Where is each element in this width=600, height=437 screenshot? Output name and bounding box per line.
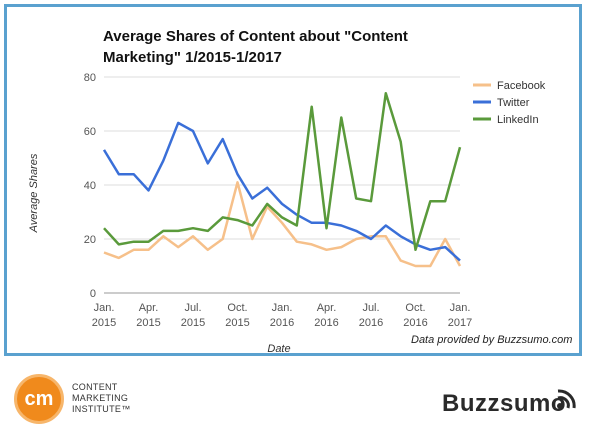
series-line-twitter (102, 121, 461, 262)
gridlines (104, 76, 460, 294)
chart-frame: Average Shares of Content about "Content… (4, 4, 582, 356)
series-lines (102, 91, 462, 268)
y-tick-label: 80 (84, 72, 96, 84)
y-tick-label: 40 (84, 180, 96, 192)
chart-title-line-1: Average Shares of Content about "Content (103, 28, 408, 45)
x-tick-year: 2015 (225, 317, 249, 329)
x-tick-month: Oct. (227, 302, 247, 314)
x-tick-month: Jul. (184, 302, 201, 314)
cmi-wordmark: CONTENT MARKETING INSTITUTE™ (72, 382, 131, 415)
signal-waves-icon (557, 389, 576, 409)
cmi-line-3: INSTITUTE™ (72, 404, 131, 414)
x-tick-month: Jan. (94, 302, 115, 314)
series-line-linkedin (103, 91, 462, 252)
x-tick-year: 2015 (136, 317, 160, 329)
cmi-monogram: cm (14, 374, 64, 424)
y-tick-label: 20 (84, 234, 96, 246)
x-tick-year: 2015 (181, 317, 205, 329)
x-tick-labels: Jan. 2015 Apr. 2015 Jul. 2015 Oct. 2015 Jan. 2016… (92, 302, 472, 329)
x-axis-title: Date (267, 343, 290, 353)
x-tick-year: 2016 (270, 317, 294, 329)
x-tick-year: 2016 (314, 317, 338, 329)
legend-label-linkedin: LinkedIn (497, 114, 539, 126)
x-tick-month: Jul. (362, 302, 379, 314)
cmi-logo: cm CONTENT MARKETING INSTITUTE™ (14, 374, 184, 426)
x-tick-month: Oct. (405, 302, 425, 314)
y-tick-label: 60 (84, 126, 96, 138)
credit-text: Data provided by Buzzsumo.com (411, 334, 572, 346)
legend-label-twitter: Twitter (497, 97, 530, 109)
x-tick-year: 2017 (448, 317, 472, 329)
footer: cm CONTENT MARKETING INSTITUTE™ Buzzsumo (0, 360, 600, 437)
legend-label-facebook: Facebook (497, 80, 546, 92)
x-tick-year: 2016 (359, 317, 383, 329)
cmi-line-1: CONTENT (72, 382, 118, 392)
cmi-line-2: MARKETING (72, 393, 129, 403)
chart-title-line-2: Marketing" 1/2015-1/2017 (103, 49, 282, 66)
buzzsumo-logo-text: Buzzsumo (442, 390, 566, 417)
x-tick-month: Jan. (272, 302, 293, 314)
x-tick-month: Apr. (317, 302, 337, 314)
y-tick-labels: 0 20 40 60 80 (84, 72, 96, 300)
line-chart: Average Shares of Content about "Content… (28, 28, 572, 353)
series-line-facebook (103, 181, 462, 268)
y-axis-title: Average Shares (28, 153, 40, 233)
y-tick-label: 0 (90, 288, 96, 300)
legend: Facebook Twitter LinkedIn (473, 80, 546, 126)
x-tick-year: 2015 (92, 317, 116, 329)
x-tick-month: Jan. (450, 302, 471, 314)
x-tick-month: Apr. (139, 302, 159, 314)
x-tick-year: 2016 (403, 317, 427, 329)
